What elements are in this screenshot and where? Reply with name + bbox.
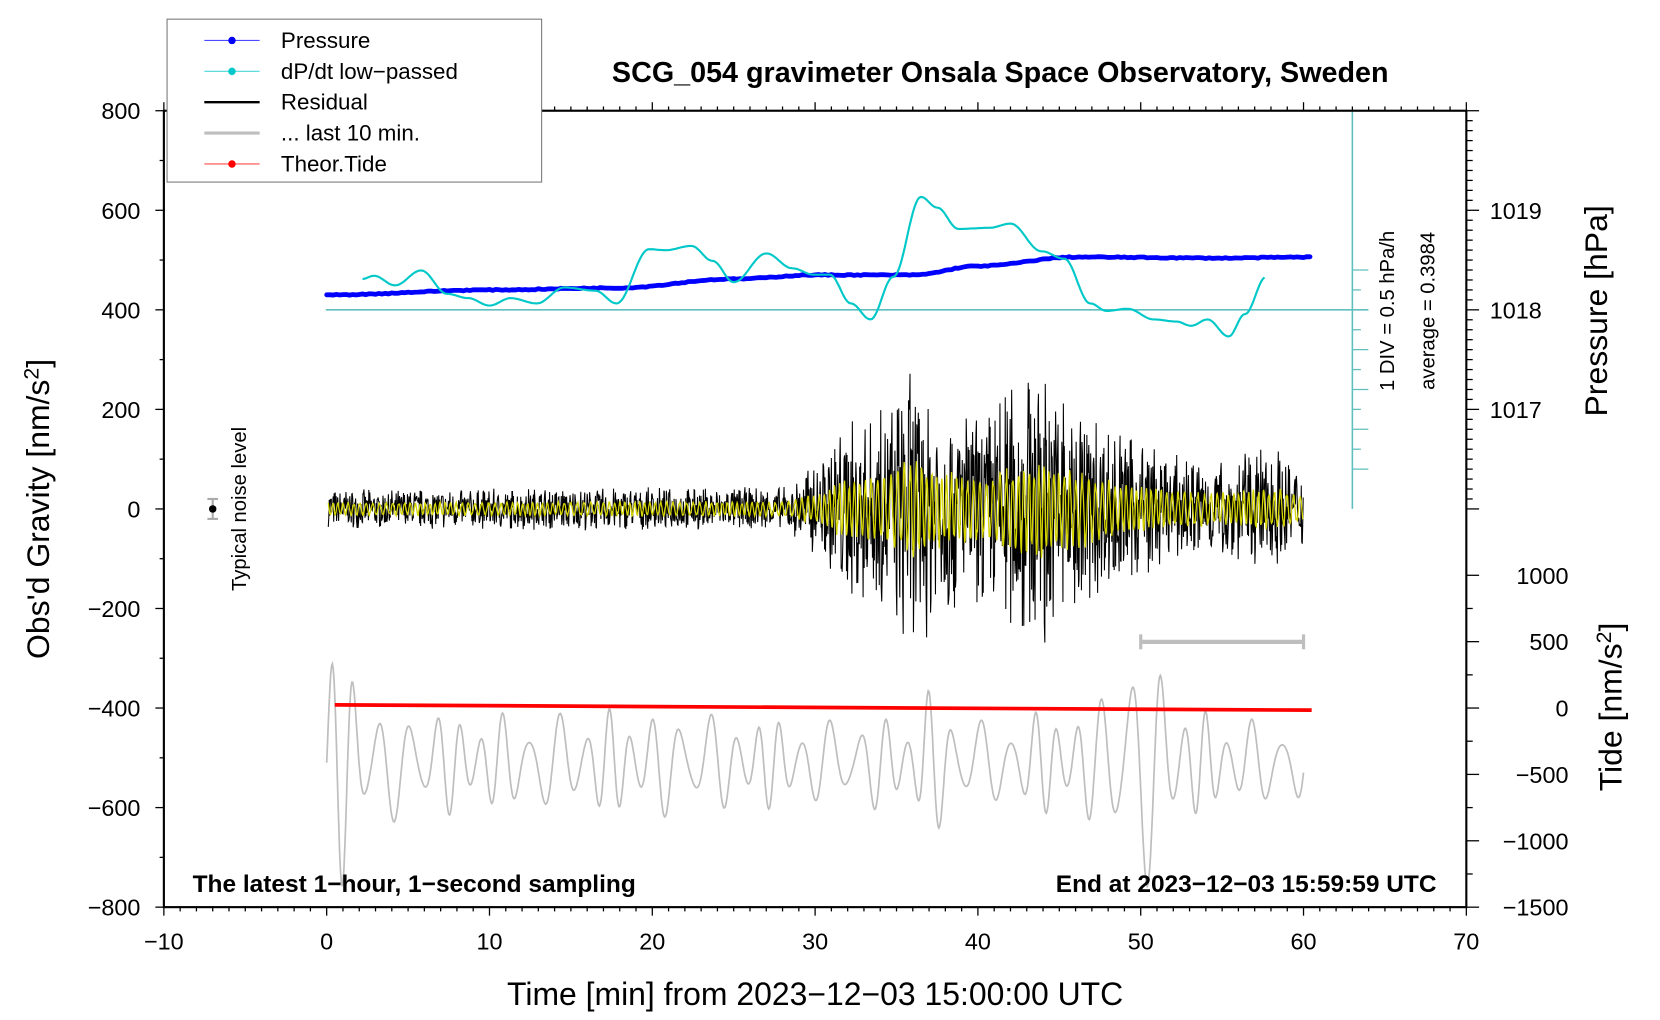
average-label: average = 0.3984 xyxy=(1417,232,1439,390)
residual-filtered-line xyxy=(327,461,1304,558)
plot-series xyxy=(207,110,1369,889)
y-tick-label: 400 xyxy=(101,297,140,323)
legend-box xyxy=(166,18,543,183)
x-axis-label: Time [min] from 2023−12−03 15:00:00 UTC xyxy=(507,976,1123,1012)
x-tick-label: 0 xyxy=(320,929,333,955)
y-tick-label: 200 xyxy=(101,397,140,423)
noise-point xyxy=(208,505,217,513)
legend-entry: Residual xyxy=(204,90,368,115)
pressure-line xyxy=(324,254,1313,298)
tide-tick-label: 0 xyxy=(1555,696,1568,722)
tide-tick-label: 1000 xyxy=(1516,563,1568,589)
dpdt-line xyxy=(362,195,1266,338)
tide-tick-label: 500 xyxy=(1529,629,1568,655)
y-axis-label-left: Obs'd Gravity [nm/s2] xyxy=(19,359,56,659)
legend: Pressure dP/dt low−passed Residual ... last… xyxy=(166,18,543,183)
legend-swatch-marker xyxy=(228,67,236,76)
y-axis-label-tide: Tide [nm/s2] xyxy=(1592,623,1629,792)
x-tick-label: −10 xyxy=(144,929,184,955)
x-tick-label: 20 xyxy=(639,929,665,955)
axes-ticks: −10 0 10 20 30 40 50 60 70 800 600 400 200 0 −200 −400 −… xyxy=(88,98,1569,954)
tide-tick-label: −1000 xyxy=(1503,828,1569,854)
pressure-tick-label: 1017 xyxy=(1490,397,1542,423)
legend-entry: Theor.Tide xyxy=(204,151,387,176)
y-tick-label: −800 xyxy=(88,895,141,921)
x-tick-label: 70 xyxy=(1453,929,1479,955)
tide-tick-label: −500 xyxy=(1516,762,1569,788)
legend-label: Residual xyxy=(281,90,368,115)
last10-line xyxy=(325,660,1305,889)
chart-title: SCG_054 gravimeter Onsala Space Observat… xyxy=(612,57,1389,89)
legend-label: Theor.Tide xyxy=(281,151,387,176)
tide-line xyxy=(334,702,1312,713)
y-tick-label: −200 xyxy=(88,596,141,622)
x-tick-label: 50 xyxy=(1128,929,1154,955)
x-tick-label: 40 xyxy=(965,929,991,955)
legend-label: dP/dt low−passed xyxy=(281,59,458,84)
y-tick-label: −600 xyxy=(88,795,141,821)
x-tick-label: 10 xyxy=(476,929,502,955)
y-tick-label: −400 xyxy=(88,696,141,722)
tide-tick-label: −1500 xyxy=(1503,895,1569,921)
annotation-bottom-left: The latest 1−hour, 1−second sampling xyxy=(193,871,636,898)
x-tick-label: 60 xyxy=(1291,929,1317,955)
legend-swatch-marker xyxy=(228,36,236,45)
legend-entry: ... last 10 min. xyxy=(204,121,420,146)
pressure-tick-label: 1018 xyxy=(1490,297,1542,323)
legend-label: Pressure xyxy=(281,28,370,53)
legend-entry: dP/dt low−passed xyxy=(204,59,458,84)
legend-label: ... last 10 min. xyxy=(281,121,420,146)
noise-label: Typical noise level xyxy=(229,427,251,591)
legend-swatch-marker xyxy=(228,160,236,168)
y-tick-label: 0 xyxy=(127,496,140,522)
legend-entry: Pressure xyxy=(204,28,370,53)
y-tick-label: 800 xyxy=(101,98,140,124)
pressure-tick-label: 1019 xyxy=(1490,198,1542,224)
y-axis-label-pressure: Pressure [hPa] xyxy=(1578,205,1614,416)
x-tick-label: 30 xyxy=(802,929,828,955)
y-tick-label: 600 xyxy=(101,198,140,224)
div-label: 1 DIV = 0.5 hPa/h xyxy=(1377,231,1399,391)
annotation-bottom-right: End at 2023−12−03 15:59:59 UTC xyxy=(1056,871,1437,898)
